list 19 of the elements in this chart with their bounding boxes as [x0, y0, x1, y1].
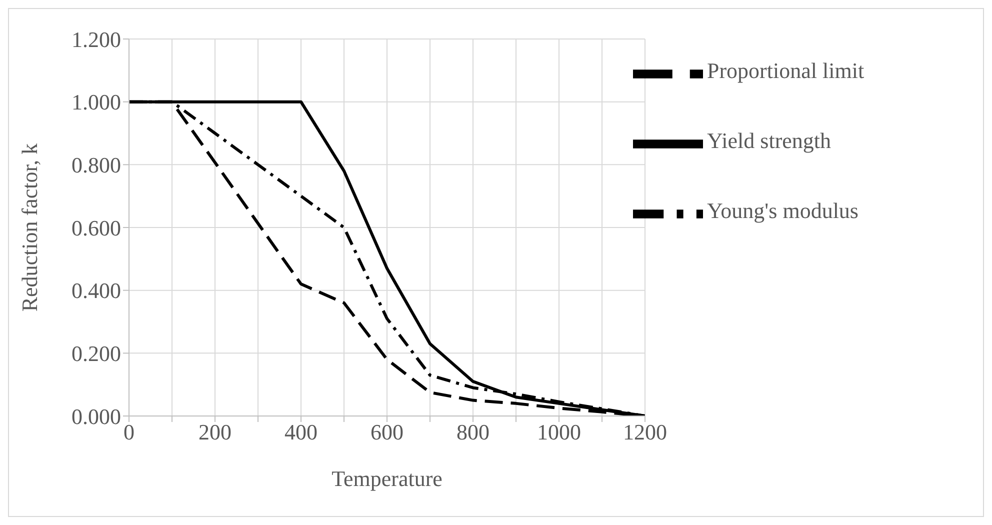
y-tick-label: 0.800: [72, 152, 121, 178]
y-axis-title: Reduction factor, k: [16, 143, 42, 312]
y-tick-label: 1.200: [72, 26, 121, 52]
x-tick-label: 200: [198, 420, 232, 445]
x-axis-title: Temperature: [332, 466, 442, 491]
y-tick-label: 0.200: [72, 340, 121, 366]
y-tick-label: 0.400: [72, 278, 121, 304]
x-tick-label: 0: [124, 420, 134, 445]
y-tick-label: 1.000: [72, 90, 121, 115]
x-tick-label: 1000: [537, 420, 581, 445]
legend-label: Yield strength: [707, 128, 832, 153]
x-tick-label: 1200: [623, 420, 667, 445]
y-tick-label: 0.000: [72, 404, 121, 429]
legend-label: Young's modulus: [707, 198, 858, 223]
y-tick-label: 0.600: [72, 215, 121, 240]
x-tick-label: 800: [456, 420, 490, 445]
x-tick-label: 400: [284, 420, 318, 445]
x-tick-label: 600: [370, 420, 404, 445]
legend-label: Proportional limit: [707, 58, 864, 83]
